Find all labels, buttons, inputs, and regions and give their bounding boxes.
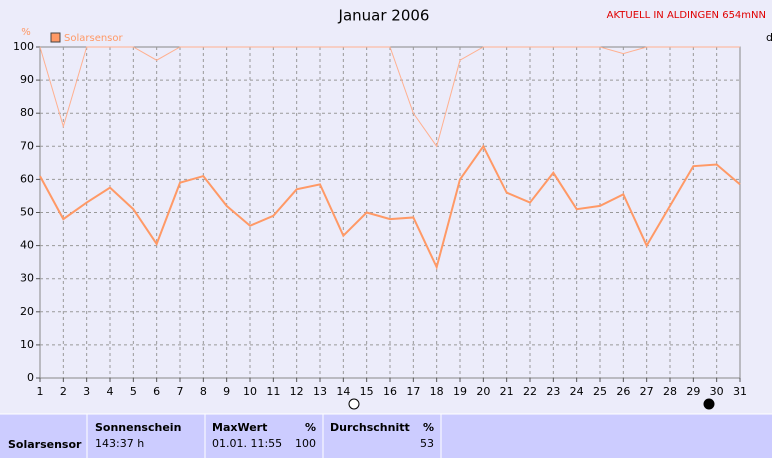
x-tick-label: 7	[177, 385, 184, 398]
y-tick-label: 10	[20, 338, 34, 351]
x-tick-label: 21	[500, 385, 514, 398]
x-tick-label: 31	[733, 385, 747, 398]
x-tick-label: 1	[37, 385, 44, 398]
table-date: 01.01. 11:55	[212, 437, 282, 450]
x-tick-label: 10	[243, 385, 257, 398]
x-tick-label: 5	[130, 385, 137, 398]
x-tick-label: 20	[476, 385, 490, 398]
table-value: 53	[420, 437, 434, 450]
x-tick-label: 8	[200, 385, 207, 398]
x-tick-label: 19	[453, 385, 467, 398]
y-axis-label: %	[21, 27, 31, 38]
x-tick-label: 23	[546, 385, 560, 398]
table-bg	[0, 414, 772, 458]
y-tick-label: 20	[20, 305, 34, 318]
table-header: Durchschnitt	[330, 421, 410, 434]
y-tick-label: 40	[20, 239, 34, 252]
x-tick-label: 16	[383, 385, 397, 398]
x-tick-label: 11	[266, 385, 280, 398]
y-tick-label: 60	[20, 172, 34, 185]
x-tick-label: 14	[336, 385, 350, 398]
x-tick-label: 13	[313, 385, 327, 398]
y-tick-label: 80	[20, 106, 34, 119]
x-tick-label: 30	[710, 385, 724, 398]
table-row-label: Solarsensor	[8, 438, 82, 451]
table-unit: %	[305, 421, 316, 434]
x-tick-label: 24	[570, 385, 584, 398]
x-tick-label: 22	[523, 385, 537, 398]
y-tick-label: 0	[27, 371, 34, 384]
x-tick-label: 4	[107, 385, 114, 398]
y-tick-label: 100	[13, 40, 34, 53]
legend-label: Solarsensor	[64, 33, 124, 44]
x-tick-label: 28	[663, 385, 677, 398]
y-tick-label: 50	[20, 206, 34, 219]
x-tick-label: 9	[223, 385, 230, 398]
x-tick-label: 15	[360, 385, 374, 398]
x-tick-label: 2	[60, 385, 67, 398]
legend-swatch	[50, 32, 61, 43]
y-tick-label: 90	[20, 73, 34, 86]
table-borders	[0, 413, 772, 458]
table-value: 100	[295, 437, 316, 450]
x-tick-label: 27	[640, 385, 654, 398]
table-header: Sonnenschein	[95, 421, 181, 434]
chart-title: Januar 2006	[338, 7, 430, 25]
table-value: 143:37 h	[95, 437, 144, 450]
x-tick-label: 18	[430, 385, 444, 398]
table-unit: %	[423, 421, 434, 434]
x-tick-label: 29	[686, 385, 700, 398]
annotation: AKTUELL IN ALDINGEN 654mNN	[607, 10, 766, 21]
x-tick-label: 17	[406, 385, 420, 398]
x-tick-label: 25	[593, 385, 607, 398]
table-header: MaxWert	[212, 421, 267, 434]
x-tick-label: 6	[153, 385, 160, 398]
x-tick-label: 3	[83, 385, 90, 398]
y-tick-label: 70	[20, 139, 34, 152]
y2-axis-label: d	[766, 31, 772, 44]
data-line	[39, 46, 740, 148]
moon-icon	[703, 398, 715, 410]
x-tick-label: 26	[616, 385, 630, 398]
y-tick-label: 30	[20, 272, 34, 285]
moon-icon	[348, 398, 360, 410]
data-line	[39, 144, 741, 271]
x-tick-label: 12	[290, 385, 304, 398]
